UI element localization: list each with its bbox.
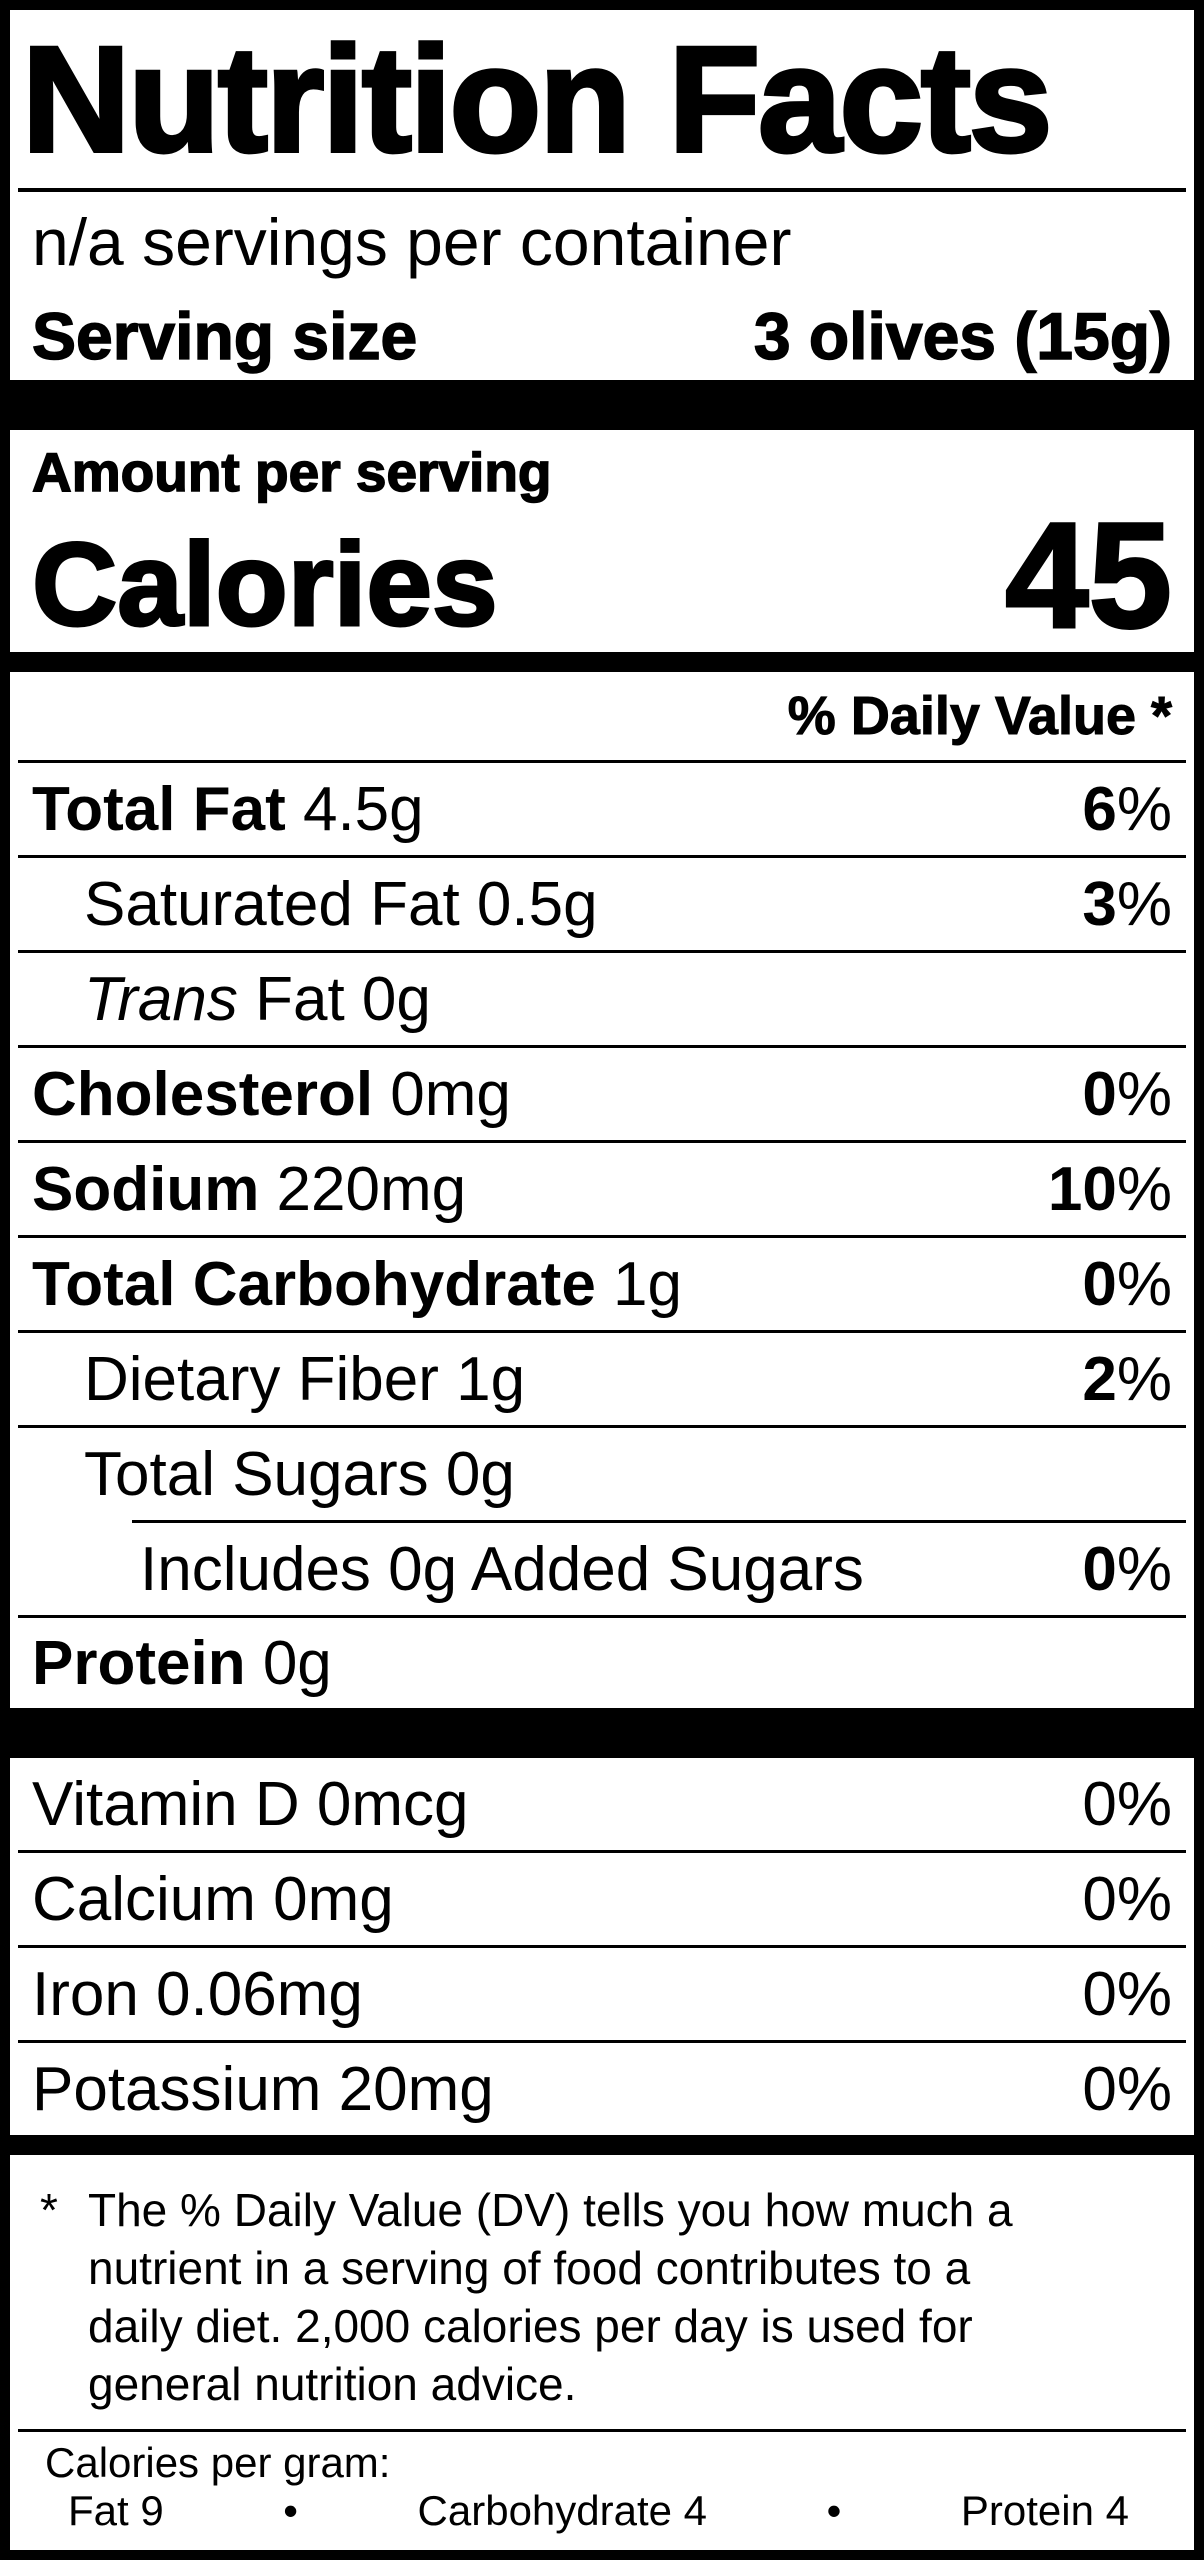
row-divider (18, 1425, 1186, 1428)
calories-per-gram-values: Fat 9 • Carbohydrate 4 • Protein 4 (10, 2487, 1194, 2534)
nutrient-name: Potassium 20mg (32, 2054, 494, 2124)
nutrient-name: Dietary Fiber 1g (84, 1344, 526, 1414)
row-dietary-fiber-1g: Dietary Fiber 1g 2% (10, 1333, 1194, 1425)
row-divider (18, 1615, 1186, 1618)
bullet-separator-icon: • (826, 2487, 842, 2534)
thick-separator-bar (10, 1708, 1194, 1758)
serving-size-label: Serving size (31, 298, 418, 374)
serving-size-row: Serving size 3 olives (15g) (10, 292, 1194, 380)
row-divider (18, 760, 1186, 763)
nutrient-name: Saturated Fat 0.5g (84, 869, 598, 939)
footnote-line: daily diet. 2,000 calories per day is us… (88, 2300, 973, 2352)
row-calcium-0mg: Calcium 0mg 0% (10, 1853, 1194, 1945)
serving-size-value: 3 olives (15g) (753, 298, 1173, 374)
nutrient-name: Cholesterol 0mg (32, 1059, 511, 1129)
servings-per-container-text: n/a servings per container (32, 205, 792, 279)
daily-value-footnote: * The % Daily Value (DV) tells you how m… (10, 2155, 1194, 2429)
footnote-line: nutrient in a serving of food contribute… (88, 2242, 971, 2294)
nutrient-rows: Total Fat 4.5g 6% Saturated Fat 0.5g 3% Tran… (10, 763, 1194, 1708)
nutrient-name: Includes 0g Added Sugars (140, 1534, 864, 1604)
row-divider (18, 1945, 1186, 1948)
amount-per-serving: Amount per serving (10, 430, 1194, 506)
nutrient-name: Total Carbohydrate 1g (32, 1249, 683, 1319)
bullet-separator-icon: • (283, 2487, 298, 2534)
row-vitamin-d-0mcg: Vitamin D 0mcg 0% (10, 1758, 1194, 1850)
daily-value-header-text: % Daily Value * (787, 686, 1172, 747)
cpg-carbohydrate: Carbohydrate 4 (417, 2487, 708, 2534)
cpg-fat: Fat 9 (68, 2487, 164, 2534)
row-includes-0g-added-sugars: Includes 0g Added Sugars 0% (10, 1523, 1194, 1615)
row-divider (18, 2040, 1186, 2043)
daily-value-percent: 0% (1082, 1769, 1172, 1839)
row-divider (18, 1140, 1186, 1143)
daily-value-percent: 3% (1082, 869, 1172, 939)
medium-separator-bar (10, 652, 1194, 672)
row-iron-0-06mg: Iron 0.06mg 0% (10, 1948, 1194, 2040)
calories-value: 45 (1004, 491, 1174, 659)
amount-per-serving-text: Amount per serving (31, 441, 552, 503)
row-total-sugars-0g: Total Sugars 0g (10, 1428, 1194, 1520)
row-saturated-fat-0-5g: Saturated Fat 0.5g 3% (10, 858, 1194, 950)
calories-per-gram-heading-text: Calories per gram: (45, 2439, 391, 2486)
nutrient-name: Total Sugars 0g (84, 1439, 515, 1509)
row-divider (18, 1850, 1186, 1853)
row-protein: Protein 0g (10, 1618, 1194, 1708)
footnote-line: general nutrition advice. (88, 2358, 577, 2410)
row-divider (18, 2429, 1186, 2432)
row-cholesterol: Cholesterol 0mg 0% (10, 1048, 1194, 1140)
nutrient-name: Total Fat 4.5g (32, 774, 424, 844)
nutrient-name: Trans Fat 0g (84, 964, 431, 1034)
row-divider (18, 1045, 1186, 1048)
nutrient-name: Sodium 220mg (32, 1154, 467, 1224)
daily-value-percent: 10% (1047, 1154, 1172, 1224)
row-divider (132, 1520, 1186, 1523)
title-divider (18, 188, 1186, 192)
row-trans: Trans Fat 0g (10, 953, 1194, 1045)
nutrient-name: Iron 0.06mg (32, 1959, 363, 2029)
vitamin-rows: Vitamin D 0mcg 0% Calcium 0mg 0% Iron 0.06mg… (10, 1758, 1194, 2135)
daily-value-percent: 6% (1082, 774, 1172, 844)
daily-value-percent: 0% (1082, 1059, 1172, 1129)
calories-row: Calories 45 (10, 499, 1194, 652)
row-divider (18, 1330, 1186, 1333)
daily-value-percent: 0% (1082, 1249, 1172, 1319)
row-potassium-20mg: Potassium 20mg 0% (10, 2043, 1194, 2135)
calories-label: Calories (31, 519, 500, 651)
medium-separator-bar (10, 2135, 1194, 2155)
footnote-text: The % Daily Value (DV) tells you how muc… (88, 2181, 1013, 2429)
row-divider (18, 950, 1186, 953)
daily-value-percent: 0% (1082, 1864, 1172, 1934)
daily-value-percent: 0% (1082, 1534, 1172, 1604)
nutrient-name: Protein 0g (32, 1628, 332, 1698)
footnote-asterisk: * (40, 2184, 58, 2236)
row-sodium: Sodium 220mg 10% (10, 1143, 1194, 1235)
label-title: Nutrition Facts (20, 13, 1054, 185)
footnote-line: The % Daily Value (DV) tells you how muc… (88, 2184, 1013, 2236)
row-divider (18, 855, 1186, 858)
servings-per-container: n/a servings per container (10, 192, 1194, 292)
calories-per-gram-heading: Calories per gram: (10, 2432, 1194, 2488)
cpg-protein: Protein 4 (960, 2487, 1129, 2534)
nutrient-name: Calcium 0mg (32, 1864, 394, 1934)
daily-value-percent: 0% (1082, 2054, 1172, 2124)
thick-separator-bar (10, 380, 1194, 430)
daily-value-percent: 2% (1082, 1344, 1172, 1414)
daily-value-percent: 0% (1082, 1959, 1172, 2029)
row-divider (18, 1235, 1186, 1238)
row-total-carbohydrate: Total Carbohydrate 1g 0% (10, 1238, 1194, 1330)
daily-value-header: % Daily Value * (10, 672, 1194, 760)
nutrient-name: Vitamin D 0mcg (32, 1769, 469, 1839)
row-total-fat: Total Fat 4.5g 6% (10, 763, 1194, 855)
